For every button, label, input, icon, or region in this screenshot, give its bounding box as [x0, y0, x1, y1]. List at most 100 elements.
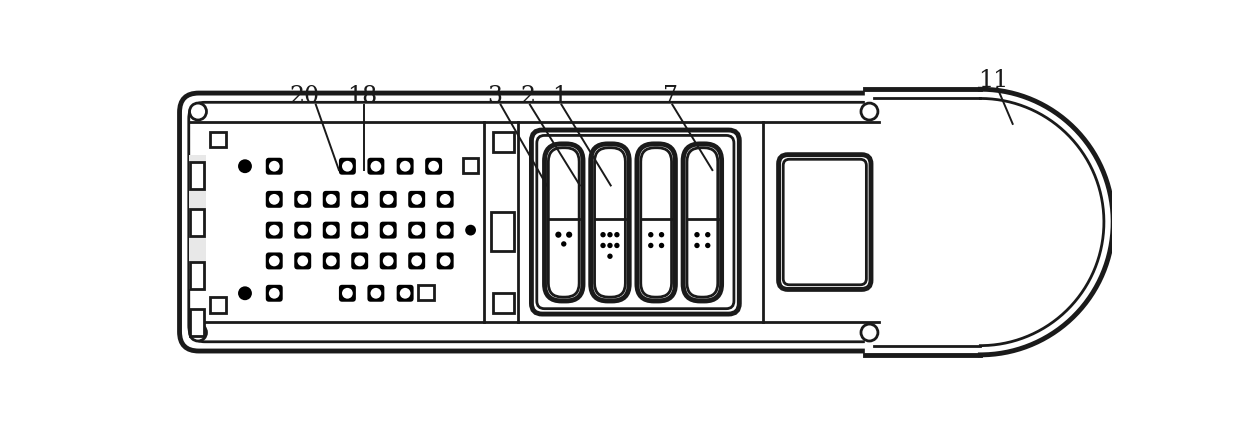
Bar: [463, 158, 478, 174]
Circle shape: [861, 324, 878, 341]
FancyBboxPatch shape: [591, 144, 629, 301]
Bar: [493, 132, 514, 152]
FancyBboxPatch shape: [637, 144, 675, 301]
Circle shape: [861, 104, 878, 121]
Circle shape: [607, 243, 612, 249]
Circle shape: [607, 254, 612, 259]
Circle shape: [238, 160, 252, 174]
FancyBboxPatch shape: [544, 144, 584, 301]
Circle shape: [370, 288, 382, 299]
FancyBboxPatch shape: [322, 191, 339, 208]
Circle shape: [370, 161, 382, 172]
Bar: [492, 213, 514, 252]
Circle shape: [326, 256, 337, 267]
Circle shape: [411, 256, 422, 267]
Text: 11: 11: [979, 69, 1009, 92]
Circle shape: [269, 256, 280, 267]
Circle shape: [659, 233, 664, 238]
FancyBboxPatch shape: [295, 191, 311, 208]
FancyBboxPatch shape: [322, 253, 339, 270]
Bar: [191, 163, 204, 190]
Bar: [191, 309, 204, 336]
FancyBboxPatch shape: [396, 285, 414, 302]
Circle shape: [269, 194, 280, 205]
Circle shape: [615, 243, 620, 249]
FancyBboxPatch shape: [595, 148, 626, 298]
FancyBboxPatch shape: [408, 191, 425, 208]
FancyBboxPatch shape: [408, 222, 425, 239]
Circle shape: [269, 288, 280, 299]
Circle shape: [440, 256, 451, 267]
Circle shape: [326, 225, 337, 236]
Circle shape: [555, 232, 561, 238]
FancyBboxPatch shape: [351, 222, 368, 239]
Bar: [188, 155, 206, 290]
Circle shape: [354, 194, 366, 205]
Circle shape: [383, 194, 394, 205]
FancyBboxPatch shape: [295, 222, 311, 239]
Circle shape: [297, 256, 309, 267]
Text: 2: 2: [520, 85, 535, 108]
Text: 7: 7: [663, 85, 678, 108]
Circle shape: [326, 194, 337, 205]
FancyBboxPatch shape: [686, 148, 717, 298]
Circle shape: [383, 256, 394, 267]
FancyBboxPatch shape: [351, 191, 368, 208]
Circle shape: [705, 243, 710, 249]
Circle shape: [411, 225, 422, 236]
FancyBboxPatch shape: [549, 148, 579, 298]
FancyBboxPatch shape: [351, 253, 368, 270]
FancyBboxPatch shape: [339, 158, 356, 175]
Polygon shape: [865, 90, 1113, 355]
Circle shape: [297, 194, 309, 205]
FancyBboxPatch shape: [536, 136, 733, 309]
Bar: [211, 132, 225, 147]
Circle shape: [400, 288, 410, 299]
FancyBboxPatch shape: [436, 253, 453, 270]
Circle shape: [705, 233, 710, 238]
Circle shape: [648, 243, 653, 249]
Circle shape: [694, 233, 700, 238]
Circle shape: [411, 194, 422, 205]
Circle shape: [648, 233, 653, 238]
Circle shape: [342, 288, 353, 299]
Circle shape: [269, 225, 280, 236]
Circle shape: [566, 232, 572, 238]
FancyBboxPatch shape: [396, 158, 414, 175]
Circle shape: [383, 225, 394, 236]
FancyBboxPatch shape: [683, 144, 721, 301]
FancyBboxPatch shape: [778, 155, 871, 290]
Circle shape: [269, 161, 280, 172]
Circle shape: [465, 225, 476, 236]
Circle shape: [561, 242, 566, 247]
FancyBboxPatch shape: [266, 253, 282, 270]
Circle shape: [607, 233, 612, 238]
Circle shape: [601, 243, 606, 249]
Circle shape: [601, 233, 606, 238]
Circle shape: [354, 225, 366, 236]
Circle shape: [694, 243, 700, 249]
Circle shape: [615, 233, 620, 238]
Circle shape: [238, 287, 252, 301]
Circle shape: [190, 324, 207, 341]
Circle shape: [429, 161, 439, 172]
FancyBboxPatch shape: [379, 191, 396, 208]
FancyBboxPatch shape: [180, 94, 888, 351]
Circle shape: [440, 194, 451, 205]
Circle shape: [400, 161, 410, 172]
Text: 3: 3: [488, 85, 503, 108]
FancyBboxPatch shape: [322, 222, 339, 239]
FancyBboxPatch shape: [436, 191, 453, 208]
FancyBboxPatch shape: [266, 191, 282, 208]
FancyBboxPatch shape: [188, 103, 878, 342]
FancyBboxPatch shape: [379, 253, 396, 270]
FancyBboxPatch shape: [266, 285, 282, 302]
FancyBboxPatch shape: [266, 222, 282, 239]
FancyBboxPatch shape: [295, 253, 311, 270]
FancyBboxPatch shape: [266, 158, 282, 175]
FancyBboxPatch shape: [532, 131, 740, 314]
Bar: [211, 298, 225, 313]
FancyBboxPatch shape: [425, 158, 442, 175]
Text: 20: 20: [289, 85, 320, 108]
Bar: [191, 263, 204, 290]
